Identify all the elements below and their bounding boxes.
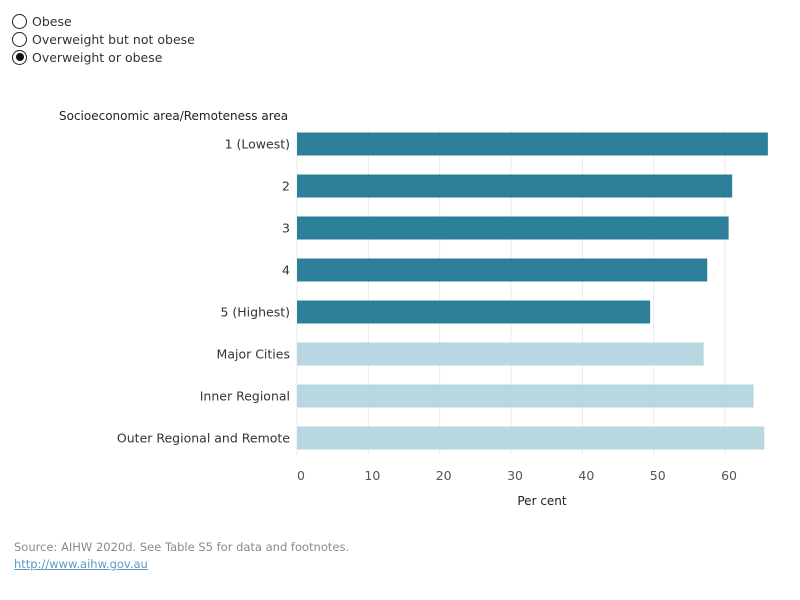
source-note: Source: AIHW 2020d. See Table S5 for dat… <box>14 540 349 571</box>
category-label: 2 <box>282 179 290 194</box>
category-label: 3 <box>282 221 290 236</box>
source-link[interactable]: http://www.aihw.gov.au <box>14 557 148 571</box>
category-label: Outer Regional and Remote <box>117 431 290 446</box>
bar-0[interactable] <box>297 132 768 156</box>
category-label: 1 (Lowest) <box>225 137 290 152</box>
x-axis-title: Per cent <box>517 494 567 508</box>
x-tick-label: 20 <box>436 468 452 483</box>
x-tick-label: 50 <box>650 468 666 483</box>
radio-label: Overweight but not obese <box>32 31 195 47</box>
category-labels: 1 (Lowest) 2 3 4 5 (Highest) Major Cities Inne… <box>117 137 290 446</box>
category-label: Inner Regional <box>200 389 290 404</box>
measure-filter: Obese Overweight but not obese Overweigh… <box>12 12 195 66</box>
source-text: Source: AIHW 2020d. See Table S5 for dat… <box>14 540 350 554</box>
radio-option-obese[interactable]: Obese <box>12 12 195 30</box>
radio-option-overweight-or-obese[interactable]: Overweight or obese <box>12 48 195 66</box>
y-axis-title: Socioeconomic area/Remoteness area <box>59 109 288 123</box>
x-tick-label: 40 <box>578 468 594 483</box>
bar-5[interactable] <box>297 342 704 366</box>
bar-7[interactable] <box>297 426 765 450</box>
radio-button[interactable] <box>12 31 27 47</box>
x-tick-label: 60 <box>721 468 737 483</box>
bar-4[interactable] <box>297 300 651 324</box>
category-label: Major Cities <box>217 347 290 362</box>
radio-button[interactable] <box>12 49 27 65</box>
x-axis-ticks: 0 10 20 30 40 50 60 <box>297 468 737 483</box>
radio-button[interactable] <box>12 13 27 29</box>
x-tick-label: 0 <box>297 468 305 483</box>
bar-chart: 1 (Lowest) 2 3 4 5 (Highest) Major Cities Inne… <box>59 109 768 508</box>
bars <box>297 132 768 450</box>
bar-3[interactable] <box>297 258 708 282</box>
radio-label: Obese <box>32 13 72 29</box>
x-tick-label: 30 <box>507 468 523 483</box>
radio-label: Overweight or obese <box>32 49 163 65</box>
x-tick-label: 10 <box>364 468 380 483</box>
bar-1[interactable] <box>297 174 733 198</box>
bar-2[interactable] <box>297 216 729 240</box>
bar-6[interactable] <box>297 384 754 408</box>
category-label: 5 (Highest) <box>220 305 290 320</box>
radio-option-overweight-not-obese[interactable]: Overweight but not obese <box>12 30 195 48</box>
category-label: 4 <box>282 263 290 278</box>
